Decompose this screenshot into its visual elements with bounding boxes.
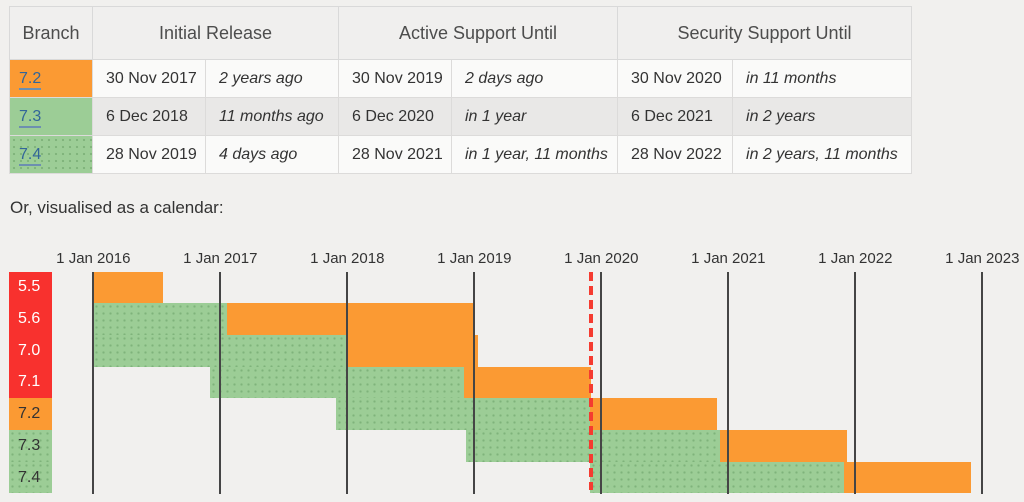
relative-time-cell: 2 years ago bbox=[205, 59, 339, 98]
axis-label: 1 Jan 2019 bbox=[437, 250, 512, 267]
date-cell: 30 Nov 2017 bbox=[92, 59, 206, 98]
relative-time-cell: 2 days ago bbox=[450, 59, 619, 98]
branch-cell: 7.4 bbox=[9, 135, 93, 174]
date-cell: 6 Dec 2018 bbox=[92, 97, 206, 136]
relative-time-cell: in 1 year bbox=[450, 97, 619, 136]
axis-label: 1 Jan 2016 bbox=[56, 250, 131, 267]
relative-time-cell: 11 months ago bbox=[205, 97, 339, 136]
date-cell: 30 Nov 2020 bbox=[617, 59, 734, 98]
chart-branch-label: 7.3 bbox=[9, 430, 52, 462]
column-header-branch: Branch bbox=[9, 6, 93, 60]
calendar-caption: Or, visualised as a calendar: bbox=[10, 198, 224, 217]
table-row: 7.2 30 Nov 2017 2 years ago 30 Nov 2019 2 da… bbox=[9, 59, 913, 98]
chart-branch-label-text: 5.6 bbox=[18, 310, 41, 328]
axis-label: 1 Jan 2021 bbox=[691, 250, 766, 267]
gridline-year bbox=[727, 272, 730, 494]
security-support-bar bbox=[843, 461, 971, 494]
security-support-bar bbox=[347, 334, 479, 367]
relative-time-cell: in 2 years bbox=[732, 97, 913, 136]
column-header-active-support: Active Support Until bbox=[337, 6, 619, 60]
axis-label: 1 Jan 2022 bbox=[818, 250, 893, 267]
relative-time-cell: in 2 years, 11 months bbox=[732, 135, 913, 174]
date-cell: 28 Nov 2019 bbox=[92, 135, 206, 174]
table-header-row: Branch Initial Release Active Support Un… bbox=[9, 6, 913, 60]
active-support-bar bbox=[336, 398, 591, 430]
gridline-year bbox=[219, 272, 222, 494]
branch-cell: 7.2 bbox=[9, 59, 93, 98]
chart-branch-label-text: 5.5 bbox=[18, 278, 41, 296]
support-table: Branch Initial Release Active Support Un… bbox=[9, 6, 913, 174]
gridline-year bbox=[981, 272, 984, 494]
chart-branch-label: 7.4 bbox=[9, 461, 52, 494]
security-support-bar bbox=[93, 271, 164, 304]
column-header-initial-release: Initial Release bbox=[92, 6, 339, 60]
date-cell: 30 Nov 2019 bbox=[338, 59, 452, 98]
date-cell: 28 Nov 2022 bbox=[617, 135, 734, 174]
branch-link[interactable]: 7.4 bbox=[19, 145, 42, 166]
gridline-year bbox=[854, 272, 857, 494]
relative-time-cell: in 11 months bbox=[732, 59, 913, 98]
table-row: 7.4 28 Nov 2019 4 days ago 28 Nov 2021 in 1 … bbox=[9, 135, 913, 174]
branch-link[interactable]: 7.3 bbox=[19, 107, 42, 128]
chart-branch-label-text: 7.0 bbox=[18, 341, 41, 359]
chart-branch-label-text: 7.3 bbox=[18, 436, 41, 454]
axis-label: 1 Jan 2017 bbox=[183, 250, 258, 267]
column-header-security-support: Security Support Until bbox=[617, 6, 913, 60]
branch-link[interactable]: 7.2 bbox=[19, 69, 42, 90]
active-support-bar bbox=[589, 461, 844, 494]
chart-branch-label-text: 7.2 bbox=[18, 405, 41, 423]
gridline-year bbox=[346, 272, 349, 494]
gridline-year bbox=[473, 272, 476, 494]
chart-branch-label: 5.6 bbox=[9, 303, 52, 335]
axis-label: 1 Jan 2018 bbox=[310, 250, 385, 267]
axis-label: 1 Jan 2020 bbox=[564, 250, 639, 267]
gridline-year bbox=[600, 272, 603, 494]
security-support-bar bbox=[463, 366, 591, 399]
gridline-year bbox=[92, 272, 95, 494]
table-row: 7.3 6 Dec 2018 11 months ago 6 Dec 2020 in 1… bbox=[9, 97, 913, 136]
axis-label: 1 Jan 2023 bbox=[945, 250, 1020, 267]
active-support-bar bbox=[209, 366, 464, 399]
date-cell: 6 Dec 2020 bbox=[338, 97, 452, 136]
chart-branch-label: 7.0 bbox=[9, 334, 52, 367]
date-cell: 28 Nov 2021 bbox=[338, 135, 452, 174]
chart-branch-label-text: 7.4 bbox=[18, 468, 41, 486]
relative-time-cell: 4 days ago bbox=[205, 135, 339, 174]
relative-time-cell: in 1 year, 11 months bbox=[450, 135, 619, 174]
chart-branch-label: 7.2 bbox=[9, 398, 52, 430]
chart-branch-label: 7.1 bbox=[9, 366, 52, 399]
security-support-bar bbox=[719, 430, 847, 462]
chart-branch-label-text: 7.1 bbox=[18, 373, 41, 391]
active-support-bar bbox=[93, 303, 227, 335]
today-marker-line bbox=[589, 272, 594, 490]
security-support-bar bbox=[590, 398, 718, 430]
chart-branch-label: 5.5 bbox=[9, 271, 52, 304]
security-support-bar bbox=[226, 303, 475, 335]
